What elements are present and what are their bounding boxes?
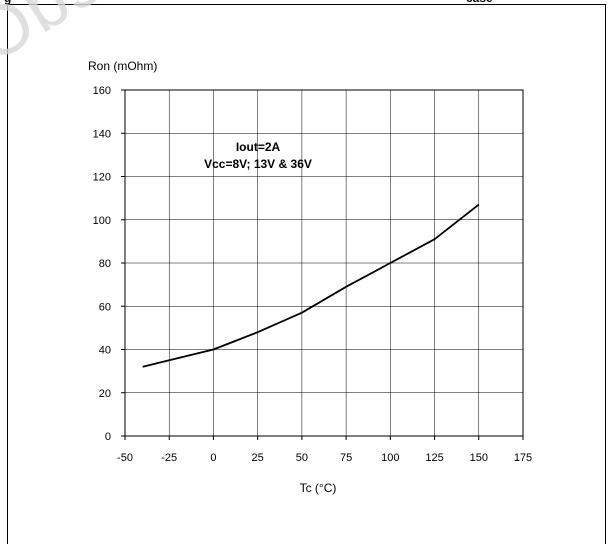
x-tick-label: 175 — [514, 452, 532, 464]
y-tick-label: 120 — [93, 172, 111, 184]
x-tick-label: 25 — [252, 452, 264, 464]
annotation-iout: Iout=2A — [236, 140, 281, 154]
x-tick-label: 125 — [425, 452, 443, 464]
y-tick-label: 60 — [99, 301, 111, 313]
x-tick-label: 50 — [296, 452, 308, 464]
x-tick-label: 150 — [470, 452, 488, 464]
y-tick-label: 80 — [99, 258, 111, 270]
y-tick-label: 140 — [93, 128, 111, 140]
x-tick-label: 75 — [340, 452, 352, 464]
y-tick-label: 0 — [105, 431, 111, 443]
label-layer: -50 -25 0 25 50 75 100 125 150 175 0 20 40 60 80 100 120… — [93, 85, 533, 464]
y-tick-label: 40 — [99, 345, 111, 357]
x-tick-label: -25 — [161, 452, 177, 464]
y-tick-label: 160 — [93, 85, 111, 97]
series-line — [143, 205, 479, 367]
series-layer — [143, 205, 479, 367]
x-tick-label: 0 — [210, 452, 216, 464]
grid-layer — [125, 90, 523, 436]
y-tick-label: 20 — [99, 388, 111, 400]
annotation-vcc: Vcc=8V; 13V & 36V — [204, 157, 312, 171]
y-axis-title: Ron (mOhm) — [88, 59, 157, 73]
x-axis-title: Tc (°C) — [300, 481, 337, 495]
x-tick-label: 100 — [381, 452, 399, 464]
y-tick-label: 100 — [93, 215, 111, 227]
x-tick-label: -50 — [117, 452, 133, 464]
axis-layer — [121, 90, 523, 440]
